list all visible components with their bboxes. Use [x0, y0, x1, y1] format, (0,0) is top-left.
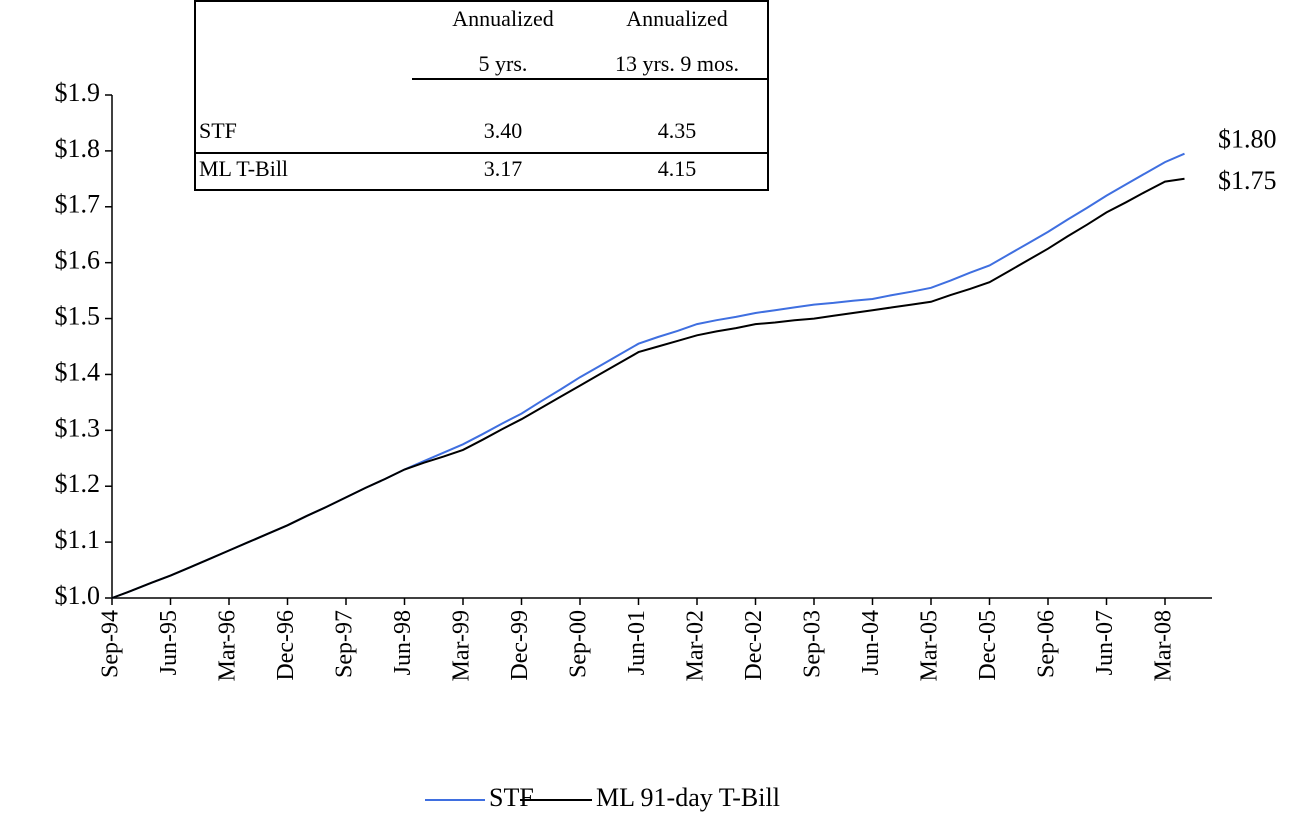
x-tick-label: Dec-02: [741, 610, 767, 681]
y-tick-label: $1.5: [55, 302, 101, 331]
table-header: 5 yrs.: [479, 51, 528, 76]
x-tick-label: Mar-02: [683, 610, 709, 682]
y-tick-label: $1.3: [55, 413, 101, 442]
y-tick-label: $1.8: [55, 134, 101, 163]
table-row-label: ML T-Bill: [199, 156, 288, 181]
x-tick-label: Dec-05: [975, 610, 1001, 681]
x-tick-label: Jun-07: [1092, 610, 1118, 675]
x-tick-label: Sep-00: [566, 610, 592, 678]
x-tick-label: Dec-96: [273, 610, 299, 681]
y-tick-label: $1.4: [55, 357, 101, 386]
x-tick-label: Jun-04: [858, 610, 884, 675]
table-header: Annualized: [452, 6, 553, 31]
x-tick-label: Jun-98: [390, 610, 416, 675]
x-tick-label: Mar-99: [449, 610, 475, 682]
y-tick-label: $1.9: [55, 78, 101, 107]
table-header: 13 yrs. 9 mos.: [615, 51, 739, 76]
y-tick-label: $1.1: [55, 525, 101, 554]
table-value: 3.17: [484, 156, 523, 181]
table-header: Annualized: [626, 6, 727, 31]
x-tick-label: Sep-03: [800, 610, 826, 678]
x-tick-label: Sep-94: [98, 610, 124, 678]
x-tick-label: Mar-08: [1151, 610, 1177, 682]
table-value: 4.35: [658, 118, 697, 143]
y-tick-label: $1.0: [55, 581, 101, 610]
end-label: $1.80: [1218, 125, 1277, 154]
table-value: 4.15: [658, 156, 697, 181]
series-line: [111, 177, 1185, 599]
x-tick-label: Dec-99: [507, 610, 533, 681]
x-tick-label: Sep-97: [332, 610, 358, 678]
y-tick-label: $1.6: [55, 246, 101, 275]
table-row-label: STF: [199, 118, 237, 143]
y-tick-label: $1.2: [55, 469, 101, 498]
y-tick-label: $1.7: [55, 190, 101, 219]
table-value: 3.40: [484, 118, 523, 143]
x-tick-label: Mar-96: [215, 610, 241, 682]
x-tick-label: Sep-06: [1034, 610, 1060, 678]
x-tick-label: Mar-05: [917, 610, 943, 682]
table-box: [194, 0, 769, 191]
legend-label: STF: [489, 783, 534, 812]
x-tick-label: Jun-01: [624, 610, 650, 675]
x-tick-label: Jun-95: [156, 610, 182, 675]
legend-label: ML 91-day T-Bill: [596, 783, 780, 812]
end-label: $1.75: [1218, 166, 1277, 195]
